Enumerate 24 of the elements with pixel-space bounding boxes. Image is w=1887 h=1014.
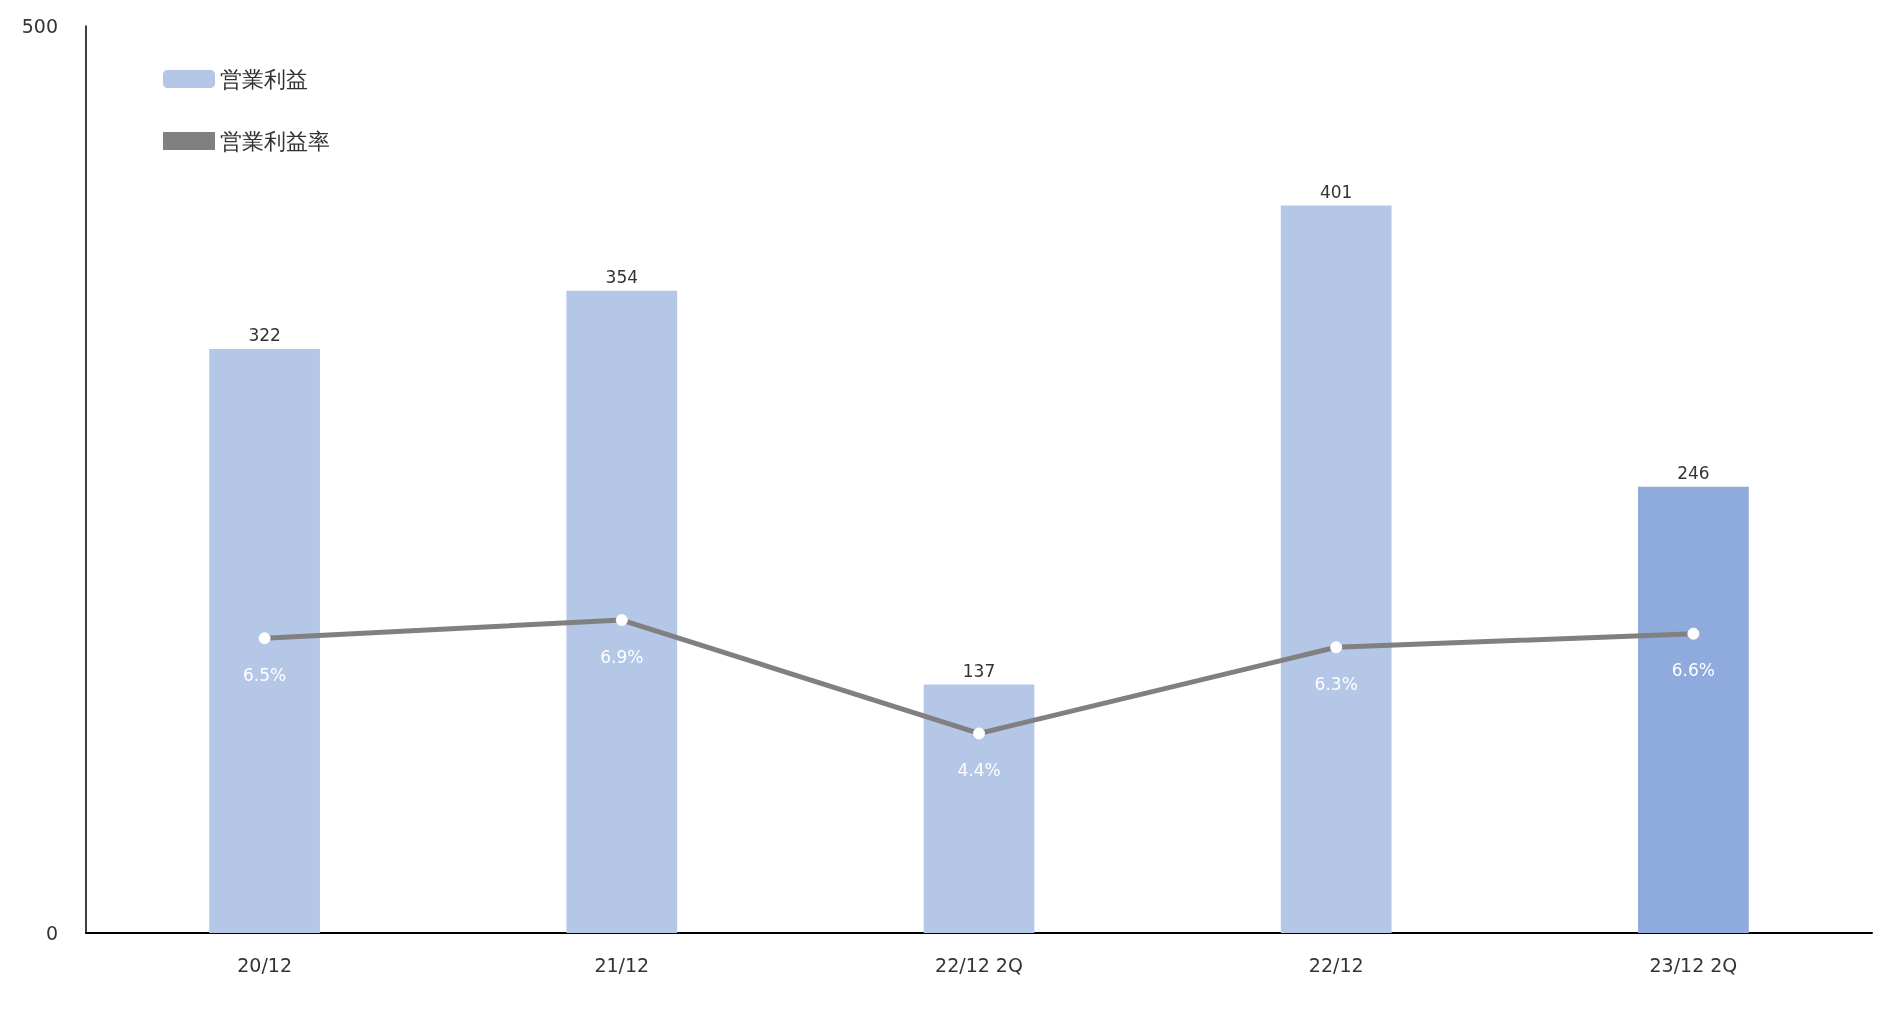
data-label: 6.3%: [1314, 673, 1358, 694]
data-label: 6.6%: [1671, 660, 1715, 681]
data-label: 6.9%: [600, 646, 644, 667]
bar: [209, 348, 320, 933]
bar: [1280, 205, 1392, 933]
data-label: 401: [1319, 182, 1353, 203]
x-tick-label: 23/12 2Q: [1649, 953, 1738, 976]
data-label: 137: [962, 660, 996, 681]
x-tick-label: 22/12 2Q: [935, 953, 1023, 976]
data-label: 4.4%: [957, 759, 1001, 780]
bar: [923, 684, 1035, 933]
data-label: 322: [248, 325, 281, 346]
data-label: 354: [605, 267, 639, 288]
y-tick-label: 0: [45, 922, 58, 944]
bar: [566, 290, 678, 933]
data-label: 6.5%: [243, 664, 287, 685]
x-tick-label: 20/12: [237, 953, 292, 976]
y-tick-label: 500: [21, 15, 58, 37]
legend-label: 営業利益率: [220, 128, 330, 154]
bar: [1638, 486, 1749, 933]
legend-label: 営業利益: [220, 66, 308, 92]
x-tick-label: 22/12: [1308, 953, 1364, 976]
data-label: 246: [1677, 463, 1710, 484]
x-tick-label: 21/12: [594, 953, 650, 976]
